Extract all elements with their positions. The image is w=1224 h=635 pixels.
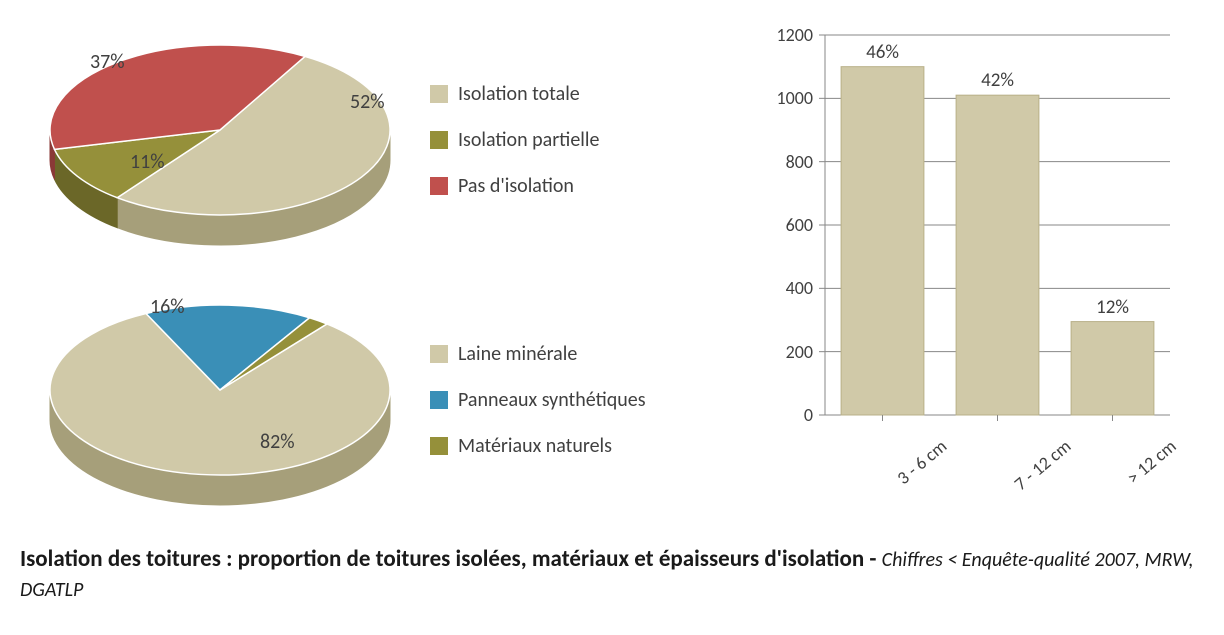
y-axis-tick-label: 600 (760, 214, 813, 236)
legend-isolation: Isolation totale Isolation partielle Pas d… (430, 82, 599, 198)
legend-item: Pas d'isolation (430, 174, 599, 198)
y-axis-tick-label: 800 (760, 151, 813, 173)
pie-chart-isolation: 52% 11% 37% (20, 20, 400, 260)
legend-label: Panneaux synthétiques (458, 388, 646, 412)
bar-chart-epaisseurs: 02004006008001000120046%3 - 6 cm42%7 - 1… (760, 20, 1180, 530)
figure-caption: Isolation des toitures : proportion de t… (20, 545, 1200, 605)
bar-value-label: 42% (956, 69, 1039, 92)
legend-label: Matériaux naturels (458, 434, 612, 458)
y-axis-tick-label: 400 (760, 277, 813, 299)
y-axis-tick-label: 1000 (760, 87, 813, 109)
legend-label: Laine minérale (458, 342, 577, 366)
bar-value-label: 12% (1071, 296, 1154, 319)
legend-label: Isolation partielle (458, 128, 599, 152)
pie-slice-label: 16% (150, 295, 185, 319)
legend-item: Isolation partielle (430, 128, 599, 152)
chart-container: 52% 11% 37% Isolation totale Isolation part… (20, 20, 1204, 530)
y-axis-tick-label: 0 (760, 404, 813, 426)
legend-label: Pas d'isolation (458, 174, 574, 198)
legend-materiaux: Laine minérale Panneaux synthétiques Matér… (430, 342, 646, 458)
legend-item: Isolation totale (430, 82, 599, 106)
pie-row-1: 52% 11% 37% Isolation totale Isolation part… (20, 20, 740, 260)
legend-label: Isolation totale (458, 82, 580, 106)
pie-row-2: 82% 16% Laine minérale Panneaux synthétiqu… (20, 280, 740, 520)
pie-slice-label: 82% (260, 430, 295, 454)
bar-value-label: 46% (841, 41, 924, 64)
legend-item: Laine minérale (430, 342, 646, 366)
pie-slice-label: 11% (130, 150, 165, 174)
legend-swatch (430, 345, 448, 363)
y-axis-tick-label: 1200 (760, 24, 813, 46)
legend-swatch (430, 131, 448, 149)
y-axis-tick-label: 200 (760, 341, 813, 363)
legend-item: Matériaux naturels (430, 434, 646, 458)
right-column: 02004006008001000120046%3 - 6 cm42%7 - 1… (760, 20, 1180, 530)
legend-swatch (430, 391, 448, 409)
pie-slice-label: 37% (90, 50, 125, 74)
legend-swatch (430, 437, 448, 455)
legend-swatch (430, 85, 448, 103)
legend-item: Panneaux synthétiques (430, 388, 646, 412)
legend-swatch (430, 177, 448, 195)
left-column: 52% 11% 37% Isolation totale Isolation part… (20, 20, 740, 530)
caption-title: Isolation des toitures : proportion de t… (20, 545, 882, 573)
pie-slice-label: 52% (350, 90, 385, 114)
pie-chart-materiaux: 82% 16% (20, 280, 400, 520)
